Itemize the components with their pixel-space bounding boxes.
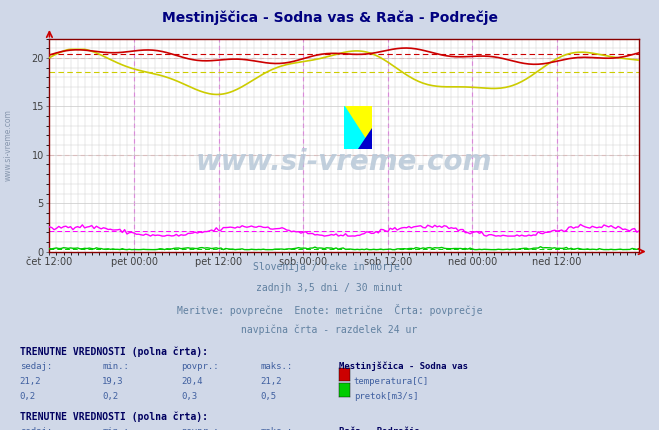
Text: 0,2: 0,2	[102, 392, 118, 401]
Text: zadnjh 3,5 dni / 30 minut: zadnjh 3,5 dni / 30 minut	[256, 283, 403, 293]
Text: 0,2: 0,2	[20, 392, 36, 401]
Polygon shape	[344, 106, 372, 149]
Text: sedaj:: sedaj:	[20, 362, 52, 371]
Text: min.:: min.:	[102, 427, 129, 430]
Text: 0,3: 0,3	[181, 392, 197, 401]
Text: www.si-vreme.com: www.si-vreme.com	[196, 148, 492, 176]
Text: Mestinjščica - Sodna vas: Mestinjščica - Sodna vas	[339, 362, 469, 371]
Text: 0,5: 0,5	[260, 392, 276, 401]
Text: Rača - Podrečje: Rača - Podrečje	[339, 427, 420, 430]
Polygon shape	[358, 128, 372, 149]
Text: povpr.:: povpr.:	[181, 427, 219, 430]
Text: 21,2: 21,2	[260, 377, 282, 386]
Text: temperatura[C]: temperatura[C]	[354, 377, 429, 386]
Text: www.si-vreme.com: www.si-vreme.com	[4, 109, 13, 181]
Text: povpr.:: povpr.:	[181, 362, 219, 371]
Text: 20,4: 20,4	[181, 377, 203, 386]
Text: sedaj:: sedaj:	[20, 427, 52, 430]
Text: Meritve: povprečne  Enote: metrične  Črta: povprečje: Meritve: povprečne Enote: metrične Črta:…	[177, 304, 482, 316]
Text: TRENUTNE VREDNOSTI (polna črta):: TRENUTNE VREDNOSTI (polna črta):	[20, 411, 208, 422]
Text: maks.:: maks.:	[260, 427, 293, 430]
Text: 19,3: 19,3	[102, 377, 124, 386]
Text: Slovenija / reke in morje.: Slovenija / reke in morje.	[253, 262, 406, 272]
Text: navpična črta - razdelek 24 ur: navpična črta - razdelek 24 ur	[241, 324, 418, 335]
Text: TRENUTNE VREDNOSTI (polna črta):: TRENUTNE VREDNOSTI (polna črta):	[20, 346, 208, 356]
Text: pretok[m3/s]: pretok[m3/s]	[354, 392, 418, 401]
Text: min.:: min.:	[102, 362, 129, 371]
Text: Mestinjščica - Sodna vas & Rača - Podrečje: Mestinjščica - Sodna vas & Rača - Podreč…	[161, 11, 498, 25]
Text: maks.:: maks.:	[260, 362, 293, 371]
Text: 21,2: 21,2	[20, 377, 42, 386]
Polygon shape	[344, 106, 372, 149]
